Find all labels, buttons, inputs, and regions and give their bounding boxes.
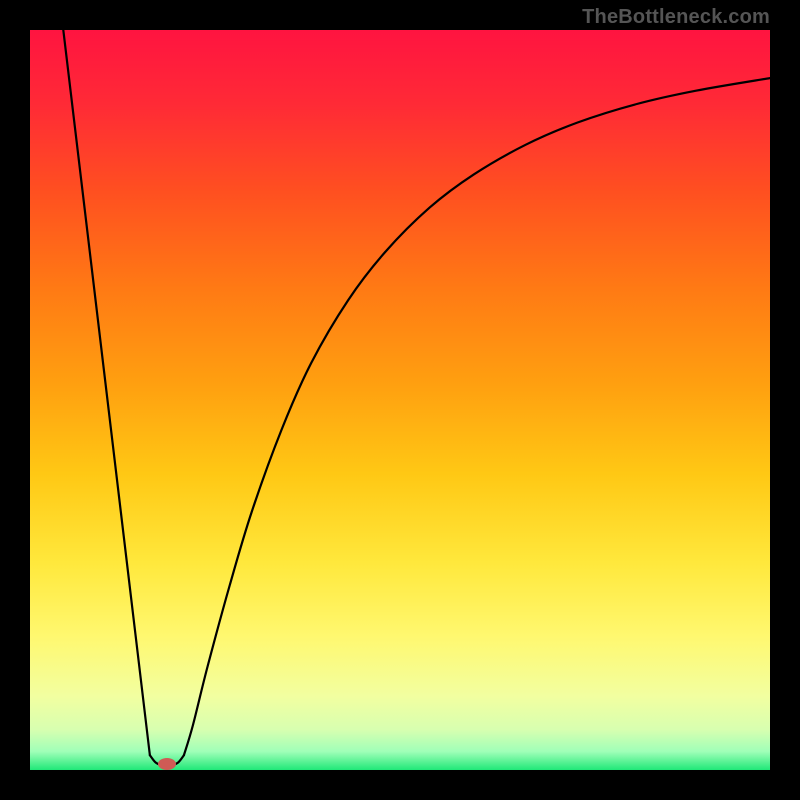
curve-right-rise: [184, 78, 770, 755]
curve-layer: [30, 30, 770, 770]
chart-frame: TheBottleneck.com: [0, 0, 800, 800]
watermark-text: TheBottleneck.com: [582, 6, 770, 29]
curve-left-descent: [63, 30, 150, 755]
plot-area: [30, 30, 770, 770]
valley-marker: [158, 758, 176, 770]
